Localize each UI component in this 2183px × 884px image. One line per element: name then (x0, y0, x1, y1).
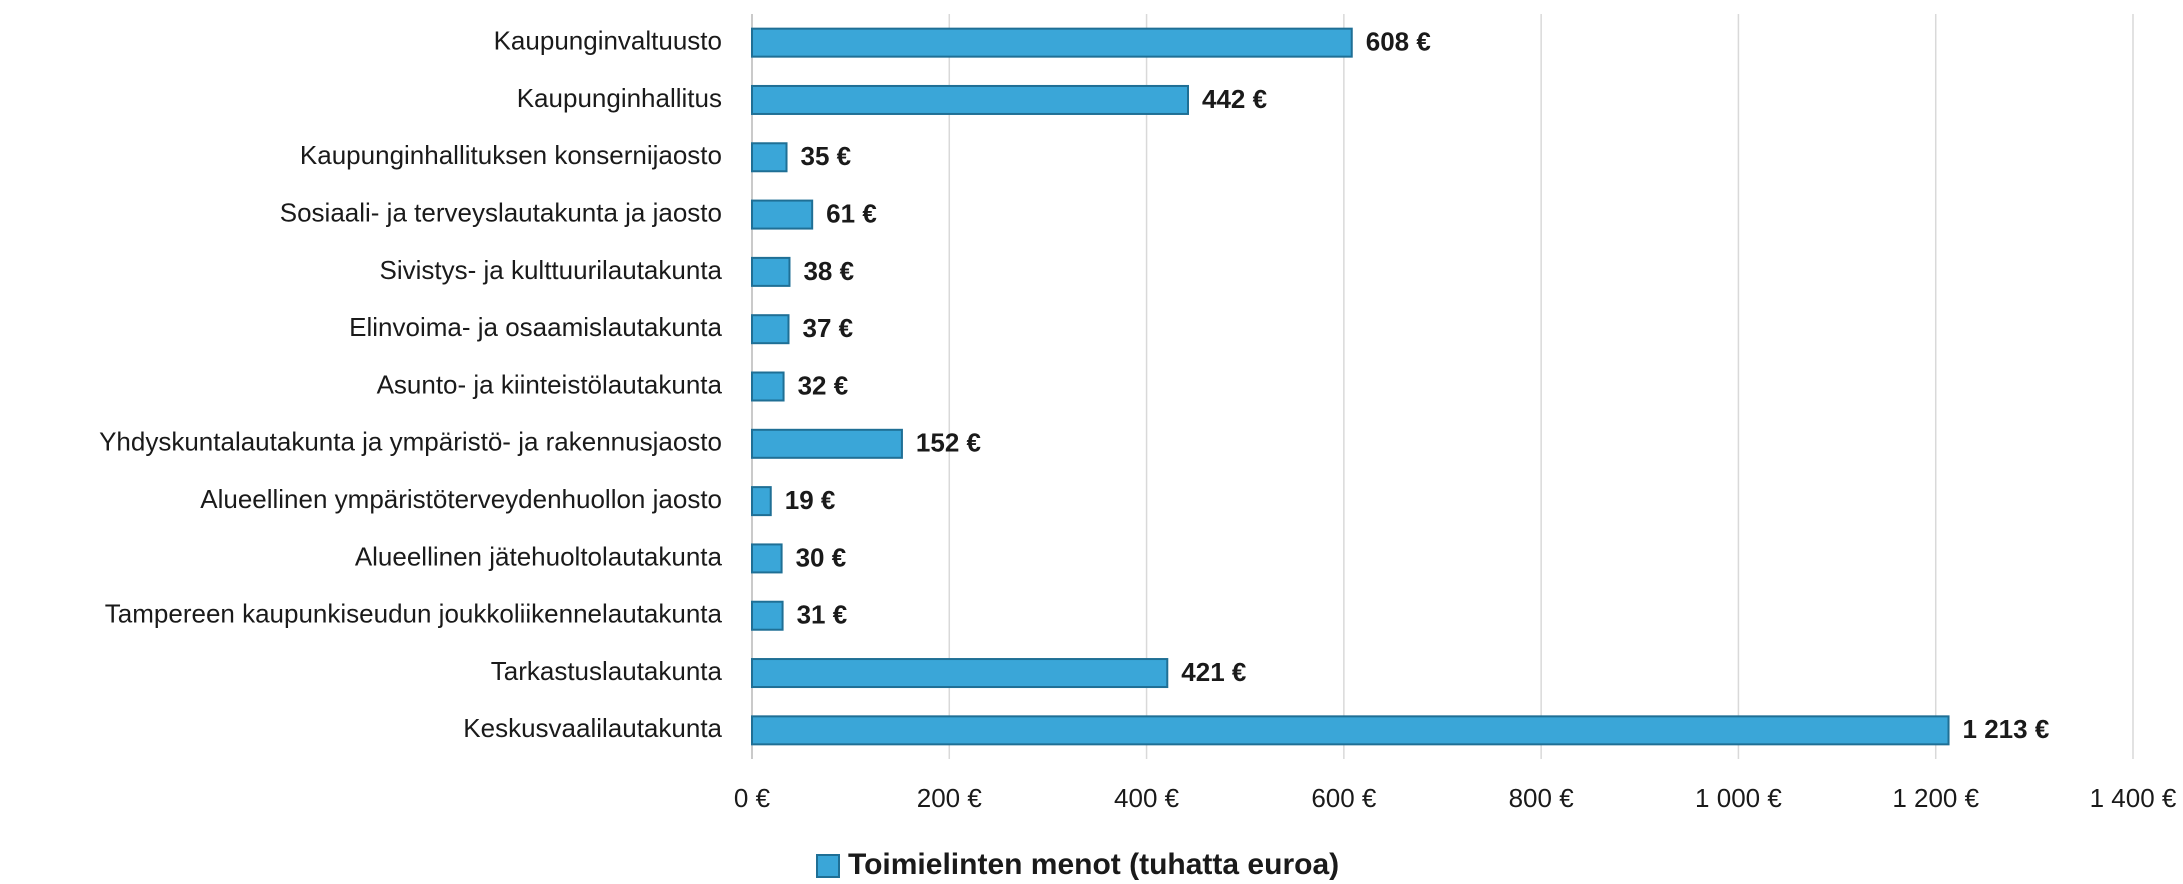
bar (751, 600, 784, 631)
y-tick-label: Elinvoima- ja osaamislautakunta (349, 312, 722, 342)
y-tick-label: Keskusvaalilautakunta (463, 713, 722, 743)
x-tick-label: 800 € (1509, 783, 1575, 813)
value-label: 35 € (801, 141, 852, 171)
value-label: 1 213 € (1963, 714, 2050, 744)
y-tick-label: Sivistys- ja kulttuurilautakunta (380, 255, 723, 285)
y-tick-label: Kaupunginhallituksen konsernijaosto (300, 140, 722, 170)
x-tick-label: 600 € (1311, 783, 1377, 813)
y-tick-label: Asunto- ja kiinteistölautakunta (377, 369, 723, 399)
bar (751, 27, 1353, 58)
value-label: 37 € (802, 313, 853, 343)
x-tick-label: 400 € (1114, 783, 1180, 813)
x-tick-label: 1 000 € (1695, 783, 1782, 813)
value-label: 152 € (916, 428, 981, 458)
bar (751, 486, 772, 517)
x-tick-label: 1 200 € (1892, 783, 1979, 813)
x-tick-label: 0 € (734, 783, 771, 813)
y-tick-label: Yhdyskuntalautakunta ja ympäristö- ja ra… (99, 427, 722, 457)
bar (751, 84, 1190, 115)
bar (751, 256, 791, 287)
value-label: 442 € (1202, 84, 1267, 114)
value-label: 32 € (798, 370, 849, 400)
x-tick-label: 200 € (917, 783, 983, 813)
legend-label: Toimielinten menot (tuhatta euroa) (848, 848, 1339, 881)
value-label: 38 € (803, 256, 854, 286)
y-tick-label: Tampereen kaupunkiseudun joukkoliikennel… (105, 599, 723, 629)
bar (751, 658, 1169, 689)
value-label: 421 € (1181, 657, 1246, 687)
bar (751, 199, 814, 230)
bar (751, 371, 785, 402)
y-tick-label: Kaupunginvaltuusto (494, 26, 722, 56)
value-label: 608 € (1366, 27, 1431, 57)
value-label: 19 € (785, 485, 836, 515)
x-tick-label: 1 400 € (2090, 783, 2177, 813)
bar (751, 314, 790, 345)
y-tick-label: Sosiaali- ja terveyslautakunta ja jaosto (280, 197, 722, 227)
bar (751, 543, 783, 574)
y-tick-label: Alueellinen ympäristöterveydenhuollon ja… (200, 484, 722, 514)
value-label: 30 € (796, 542, 847, 572)
bar (751, 428, 903, 459)
value-label: 61 € (826, 198, 877, 228)
y-tick-label: Tarkastuslautakunta (491, 656, 723, 686)
legend-swatch (816, 854, 840, 878)
value-label: 31 € (797, 600, 848, 630)
y-tick-label: Alueellinen jätehuoltolautakunta (355, 541, 723, 571)
bar (751, 715, 1950, 746)
bar (751, 142, 788, 173)
y-tick-label: Kaupunginhallitus (517, 83, 722, 113)
